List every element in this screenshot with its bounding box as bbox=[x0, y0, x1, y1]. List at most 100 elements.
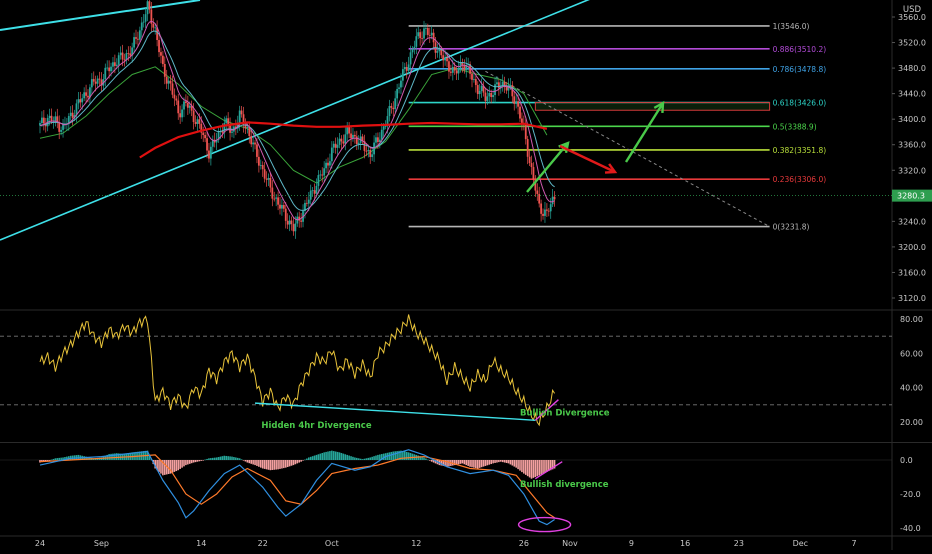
candle-body bbox=[524, 124, 527, 140]
macd-histogram-bar bbox=[526, 460, 529, 477]
candle-body bbox=[215, 140, 218, 143]
candle-body bbox=[167, 80, 170, 84]
candle-body bbox=[286, 220, 289, 225]
macd-histogram-bar bbox=[536, 460, 539, 477]
macd-pane[interactable]: Bullish divergence bbox=[0, 449, 892, 533]
macd-histogram-bar bbox=[530, 460, 533, 479]
candle-body bbox=[329, 161, 331, 166]
candle-body bbox=[160, 52, 162, 56]
macd-histogram-bar bbox=[311, 456, 314, 460]
candle-body bbox=[338, 138, 341, 145]
macd-histogram-bar bbox=[463, 460, 466, 465]
macd-histogram-bar bbox=[52, 458, 55, 460]
macd-histogram-bar bbox=[373, 456, 375, 460]
candle-body bbox=[371, 154, 374, 157]
ascending-trend-line bbox=[0, 0, 590, 241]
candle-body bbox=[98, 78, 101, 80]
candle-body bbox=[108, 67, 111, 72]
candle-body bbox=[494, 84, 496, 96]
candle-body bbox=[158, 39, 160, 53]
candle-body bbox=[188, 105, 191, 108]
candle-body bbox=[384, 126, 387, 127]
macd-histogram-bar bbox=[503, 460, 506, 463]
candle-body bbox=[71, 112, 74, 118]
macd-histogram-bar bbox=[215, 457, 218, 460]
macd-histogram-bar bbox=[338, 452, 341, 460]
price-tick-label: 3200.0 bbox=[898, 243, 926, 252]
macd-histogram-bar bbox=[507, 460, 510, 464]
candle-body bbox=[474, 79, 477, 86]
macd-histogram-bar bbox=[296, 460, 299, 464]
time-tick-label: Nov bbox=[562, 539, 578, 548]
candle-body bbox=[549, 204, 552, 212]
candle-body bbox=[242, 114, 245, 126]
macd-histogram-bar bbox=[244, 460, 247, 462]
candle-body bbox=[48, 115, 51, 118]
candle-body bbox=[252, 142, 255, 145]
candle-body bbox=[551, 196, 554, 205]
candle-body bbox=[292, 224, 295, 232]
candle-body bbox=[453, 66, 456, 71]
candle-body bbox=[401, 69, 404, 81]
macd-histogram-bar bbox=[473, 460, 475, 468]
candle-body bbox=[112, 62, 114, 67]
price-pane[interactable] bbox=[0, 0, 892, 241]
macd-histogram-bar bbox=[551, 460, 554, 470]
candle-body bbox=[161, 55, 164, 65]
candle-body bbox=[455, 70, 458, 74]
candle-body bbox=[119, 52, 122, 56]
time-tick-label: Oct bbox=[325, 539, 339, 548]
candle-body bbox=[465, 64, 468, 71]
macd-histogram-bar bbox=[236, 457, 239, 460]
candle-body bbox=[163, 64, 166, 77]
rsi-tick-label: 20.00 bbox=[900, 418, 923, 427]
macd-histogram-bar bbox=[169, 460, 172, 474]
macd-histogram-bar bbox=[417, 455, 420, 460]
macd-histogram-bar bbox=[298, 460, 300, 463]
price-tick-label: 3120.0 bbox=[898, 294, 926, 303]
candle-body bbox=[490, 92, 493, 98]
macd-histogram-bar bbox=[404, 451, 406, 460]
candle-body bbox=[538, 193, 541, 204]
macd-histogram-bar bbox=[192, 460, 195, 463]
candle-body bbox=[480, 85, 483, 91]
fib-level-label: 0(3231.8) bbox=[773, 223, 810, 232]
macd-histogram-bar bbox=[528, 460, 531, 478]
rsi-tick-label: 80.00 bbox=[900, 315, 923, 324]
candle-body bbox=[417, 32, 420, 37]
macd-histogram-bar bbox=[206, 458, 208, 460]
candle-body bbox=[202, 132, 205, 136]
fibonacci-retracement[interactable]: 1(3546.0) 0.886(3510.2) 0.786(3478.8) 0.618… bbox=[408, 22, 827, 232]
candle-body bbox=[106, 67, 109, 69]
macd-histogram-bar bbox=[265, 460, 268, 470]
annotation-drawings[interactable] bbox=[526, 100, 665, 193]
macd-histogram-bar bbox=[179, 460, 181, 469]
macd-histogram-bar bbox=[286, 460, 289, 468]
macd-histogram-bar bbox=[440, 460, 443, 466]
macd-histogram-bar bbox=[313, 455, 316, 460]
ma-cyan-line bbox=[39, 30, 555, 211]
candle-body bbox=[534, 179, 537, 191]
macd-histogram-bar bbox=[175, 460, 178, 472]
candle-body bbox=[542, 213, 544, 216]
macd-histogram-bar bbox=[154, 460, 156, 469]
time-tick-label: 26 bbox=[519, 539, 529, 548]
candle-body bbox=[113, 62, 116, 66]
candle-body bbox=[311, 190, 314, 192]
rsi-pane[interactable]: Hidden 4hr Divergence Bullish Divergence bbox=[0, 314, 892, 432]
candle-body bbox=[451, 66, 454, 73]
candle-body bbox=[515, 101, 518, 104]
price-tick-label: 3480.0 bbox=[898, 64, 926, 73]
macd-histogram-bar bbox=[225, 455, 228, 460]
macd-histogram-bar bbox=[309, 456, 312, 460]
currency-label: USD bbox=[903, 5, 922, 15]
candle-body bbox=[257, 156, 260, 166]
macd-histogram-bar bbox=[317, 454, 320, 460]
candle-body bbox=[528, 156, 531, 164]
macd-histogram-bar bbox=[363, 458, 366, 460]
candle-body bbox=[282, 205, 285, 209]
candle-body bbox=[115, 64, 118, 66]
candle-body bbox=[269, 177, 272, 188]
